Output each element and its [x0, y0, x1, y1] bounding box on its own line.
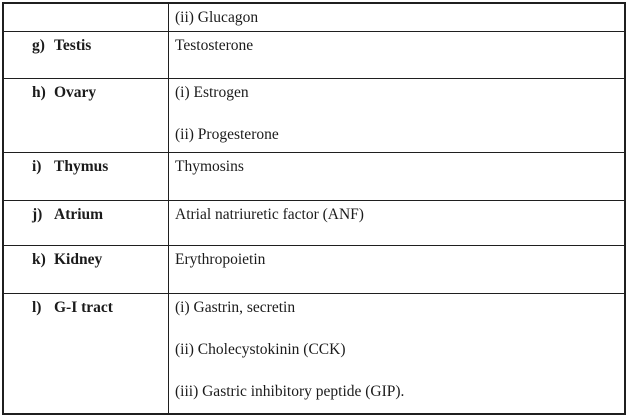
table-row: (ii) Glucagon: [4, 4, 624, 32]
hormone-cell: Testosterone: [169, 32, 624, 78]
hormone-line: (ii) Glucagon: [175, 9, 259, 26]
gland-cell: k) Kidney: [4, 246, 169, 293]
hormone-cell: Erythropoietin: [169, 246, 624, 293]
hormone-line: (ii) Cholecystokinin (CCK): [175, 341, 346, 358]
gland-letter: h): [32, 84, 46, 101]
hormone-line: (i) Gastrin, secretin: [175, 299, 296, 316]
hormone-line: Erythropoietin: [175, 251, 266, 268]
hormone-line: Thymosins: [175, 158, 244, 175]
gland-name: Atrium: [54, 206, 104, 223]
gland-letter: k): [32, 251, 46, 268]
hormone-line: (i) Estrogen: [175, 84, 249, 101]
hormone-cell: Thymosins: [169, 153, 624, 200]
gland-cell: [4, 4, 169, 31]
hormone-line: Atrial natriuretic factor (ANF): [175, 206, 364, 223]
hormone-cell: (i) Estrogen (ii) Progesterone: [169, 79, 624, 152]
gland-letter: l): [32, 299, 42, 316]
gland-cell: i) Thymus: [4, 153, 169, 200]
hormone-line: (iii) Gastric inhibitory peptide (GIP).: [175, 383, 405, 400]
gland-letter: i): [32, 158, 42, 175]
table-row: h) Ovary (i) Estrogen (ii) Progesterone: [4, 79, 624, 153]
gland-cell: j) Atrium: [4, 201, 169, 245]
gland-letter: g): [32, 37, 45, 54]
gland-letter: j): [32, 206, 43, 223]
hormone-line: Testosterone: [175, 37, 254, 54]
gland-cell: h) Ovary: [4, 79, 169, 152]
hormone-cell: (ii) Glucagon: [169, 4, 624, 31]
table-row: k) Kidney Erythropoietin: [4, 246, 624, 294]
gland-name: Kidney: [54, 251, 103, 268]
hormone-cell: (i) Gastrin, secretin (ii) Cholecystokin…: [169, 294, 624, 413]
table-row: g) Testis Testosterone: [4, 32, 624, 79]
table-row: j) Atrium Atrial natriuretic factor (ANF): [4, 201, 624, 246]
hormone-table: (ii) Glucagon g) Testis Testosterone h) Ov…: [2, 2, 626, 415]
table-row: l) G-I tract (i) Gastrin, secretin (ii) C…: [4, 294, 624, 413]
gland-name: Ovary: [54, 84, 97, 101]
gland-name: Thymus: [54, 158, 109, 175]
gland-cell: l) G-I tract: [4, 294, 169, 413]
hormone-cell: Atrial natriuretic factor (ANF): [169, 201, 624, 245]
hormone-line: (ii) Progesterone: [175, 126, 279, 143]
gland-name: G-I tract: [54, 299, 113, 316]
table-row: i) Thymus Thymosins: [4, 153, 624, 201]
gland-name: Testis: [54, 37, 92, 54]
gland-cell: g) Testis: [4, 32, 169, 78]
